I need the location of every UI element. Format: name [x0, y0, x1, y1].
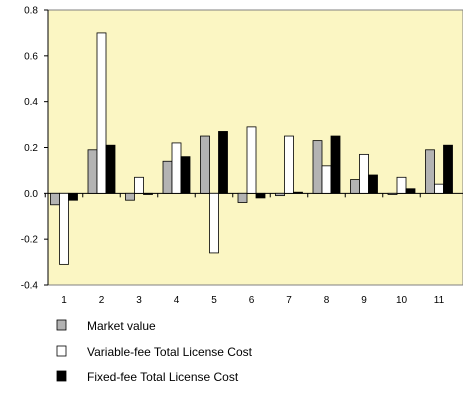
x-tick-label: 6: [249, 295, 255, 306]
legend-swatch: [56, 319, 67, 331]
legend-label: Fixed-fee Total License Cost: [87, 370, 239, 384]
y-tick-label: -0.4: [21, 281, 39, 292]
bar-market-value: [200, 135, 210, 194]
y-tick-label: -0.2: [21, 235, 39, 246]
bar-market-value: [125, 192, 135, 201]
y-tick-label: 0.0: [24, 189, 38, 200]
y-tick-label: 0.6: [24, 51, 38, 62]
bar-fixed-fee: [293, 191, 303, 194]
legend-swatch: [56, 370, 67, 382]
bar-market-value: [87, 149, 98, 194]
x-tick-label: 7: [286, 295, 292, 306]
x-tick-label: 8: [324, 295, 330, 306]
bar-variable-fee: [246, 126, 257, 194]
bar-fixed-fee: [143, 192, 153, 195]
bar-market-value: [425, 149, 435, 194]
legend-swatch: [56, 345, 67, 357]
bar-fixed-fee: [68, 192, 78, 201]
legend: Market value Variable-fee Total License C…: [56, 319, 253, 384]
bar-fixed-fee: [405, 188, 416, 194]
x-tick-label: 11: [434, 295, 445, 306]
bar-market-value: [350, 179, 360, 194]
legend-label: Market value: [87, 319, 156, 333]
x-tick-label: 9: [361, 295, 367, 306]
bar-market-value: [387, 192, 398, 195]
y-tick-label: 0.8: [24, 6, 38, 17]
bar-fixed-fee: [105, 144, 116, 194]
y-tick-label: 0.4: [24, 97, 38, 108]
bar-fixed-fee: [255, 192, 266, 199]
bar-variable-fee: [359, 153, 369, 194]
bar-variable-fee: [396, 176, 407, 194]
x-tick-label: 4: [174, 295, 180, 306]
legend-label: Variable-fee Total License Cost: [87, 345, 253, 359]
bar-variable-fee: [321, 165, 332, 194]
x-tick-label: 3: [136, 295, 142, 306]
bar-variable-fee: [96, 32, 107, 194]
bar-variable-fee: [171, 142, 182, 194]
bar-variable-fee: [59, 192, 69, 265]
x-tick-label: 10: [396, 295, 408, 306]
bar-variable-fee: [209, 192, 219, 254]
bar-fixed-fee: [180, 156, 191, 194]
bar-fixed-fee: [368, 174, 378, 194]
bar-series-group: [50, 32, 453, 265]
bar-market-value: [50, 192, 60, 206]
bar-market-value: [162, 160, 173, 194]
bar-market-value: [275, 192, 285, 197]
x-tick-label: 5: [211, 295, 217, 306]
bar-variable-fee: [434, 183, 444, 194]
bar-variable-fee: [284, 135, 294, 194]
x-tick-label: 2: [99, 295, 105, 306]
y-tick-label: 0.2: [24, 143, 38, 154]
y-axis: -0.4 -0.2 0.0 0.2 0.4 0.6 0.8: [21, 6, 49, 292]
bar-fixed-fee: [218, 131, 228, 194]
bar-market-value: [237, 192, 248, 203]
bar-market-value: [312, 140, 323, 194]
x-tick-label: 1: [61, 295, 67, 306]
bar-fixed-fee: [443, 144, 453, 194]
bar-variable-fee: [134, 176, 144, 194]
bar-fixed-fee: [330, 135, 341, 194]
